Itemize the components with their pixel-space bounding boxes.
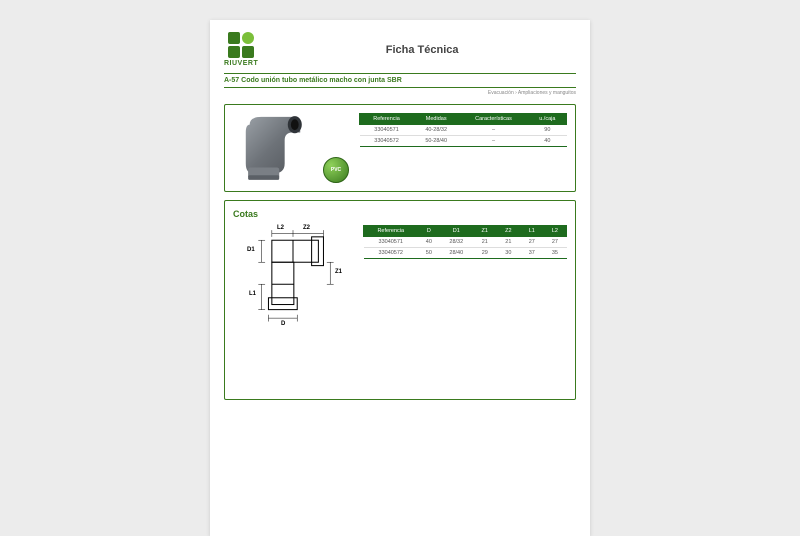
table-cell: 27 <box>520 237 543 248</box>
table-row: 330405714028/3221212727 <box>364 237 567 248</box>
table-header: Z2 <box>497 226 521 237</box>
table-header: Características <box>459 114 528 125</box>
dim-z1: Z1 <box>335 269 342 275</box>
dim-l1: L1 <box>249 291 256 297</box>
table-cell: 33040572 <box>360 136 414 147</box>
dimensions-diagram: L2 Z2 D1 Z1 L1 D <box>233 225 353 335</box>
table-header: Medidas <box>414 114 459 125</box>
table-cell: 28/32 <box>440 237 473 248</box>
table-row: 330405725028/4029303735 <box>364 248 567 259</box>
table-cell: 27 <box>543 237 566 248</box>
table-header: D1 <box>440 226 473 237</box>
eco-badge-text: PVC <box>331 167 341 173</box>
title-block: Ficha Técnica <box>268 44 576 56</box>
table-row: 3304057250-28/40–40 <box>360 136 567 147</box>
table-cell: – <box>459 136 528 147</box>
dimensions-panel: Cotas <box>224 200 576 400</box>
dimensions-table: ReferenciaDD1Z1Z2L1L2 330405714028/32212… <box>363 225 567 259</box>
specs-table: ReferenciaMedidasCaracterísticasu./caja … <box>359 113 567 147</box>
product-panel: PVC ReferenciaMedidasCaracterísticasu./c… <box>224 104 576 192</box>
table-cell: 33040571 <box>364 237 419 248</box>
table-cell: 21 <box>473 237 497 248</box>
table-cell: 35 <box>543 248 566 259</box>
table-header: Z1 <box>473 226 497 237</box>
doc-title: Ficha Técnica <box>268 44 576 56</box>
dimensions-title: Cotas <box>233 209 567 219</box>
table-cell: 33040571 <box>360 125 414 136</box>
product-subtitle-bar: A-57 Codo unión tubo metálico macho con … <box>224 73 576 88</box>
logo-icon <box>228 32 254 58</box>
table-cell: 40 <box>418 237 440 248</box>
table-cell: 40-28/32 <box>414 125 459 136</box>
table-cell: – <box>459 125 528 136</box>
dim-d: D <box>281 321 285 327</box>
dim-l2: L2 <box>277 225 284 231</box>
table-cell: 40 <box>528 136 566 147</box>
table-cell: 33040572 <box>364 248 419 259</box>
table-cell: 29 <box>473 248 497 259</box>
dim-d1: D1 <box>247 247 255 253</box>
eco-badge-icon: PVC <box>323 157 349 183</box>
table-cell: 28/40 <box>440 248 473 259</box>
breadcrumb: Evacuación › Ampliaciones y manguitos <box>224 90 576 96</box>
table-header: u./caja <box>528 114 566 125</box>
brand-logo: RIUVERT <box>224 32 258 67</box>
table-header: L2 <box>543 226 566 237</box>
table-header: Referencia <box>364 226 419 237</box>
datasheet-page: RIUVERT Ficha Técnica A-57 Codo unión tu… <box>210 20 590 536</box>
product-image <box>233 113 313 183</box>
table-cell: 90 <box>528 125 566 136</box>
product-code: A-57 <box>224 77 239 84</box>
table-row: 3304057140-28/32–90 <box>360 125 567 136</box>
table-header: D <box>418 226 440 237</box>
table-cell: 21 <box>497 237 521 248</box>
table-header: Referencia <box>360 114 414 125</box>
table-cell: 50 <box>418 248 440 259</box>
table-cell: 37 <box>520 248 543 259</box>
brand-name: RIUVERT <box>224 60 258 67</box>
table-cell: 50-28/40 <box>414 136 459 147</box>
table-header: L1 <box>520 226 543 237</box>
dim-z2: Z2 <box>303 225 310 231</box>
table-cell: 30 <box>497 248 521 259</box>
product-name: Codo unión tubo metálico macho con junta… <box>241 77 402 84</box>
header: RIUVERT Ficha Técnica <box>224 32 576 67</box>
